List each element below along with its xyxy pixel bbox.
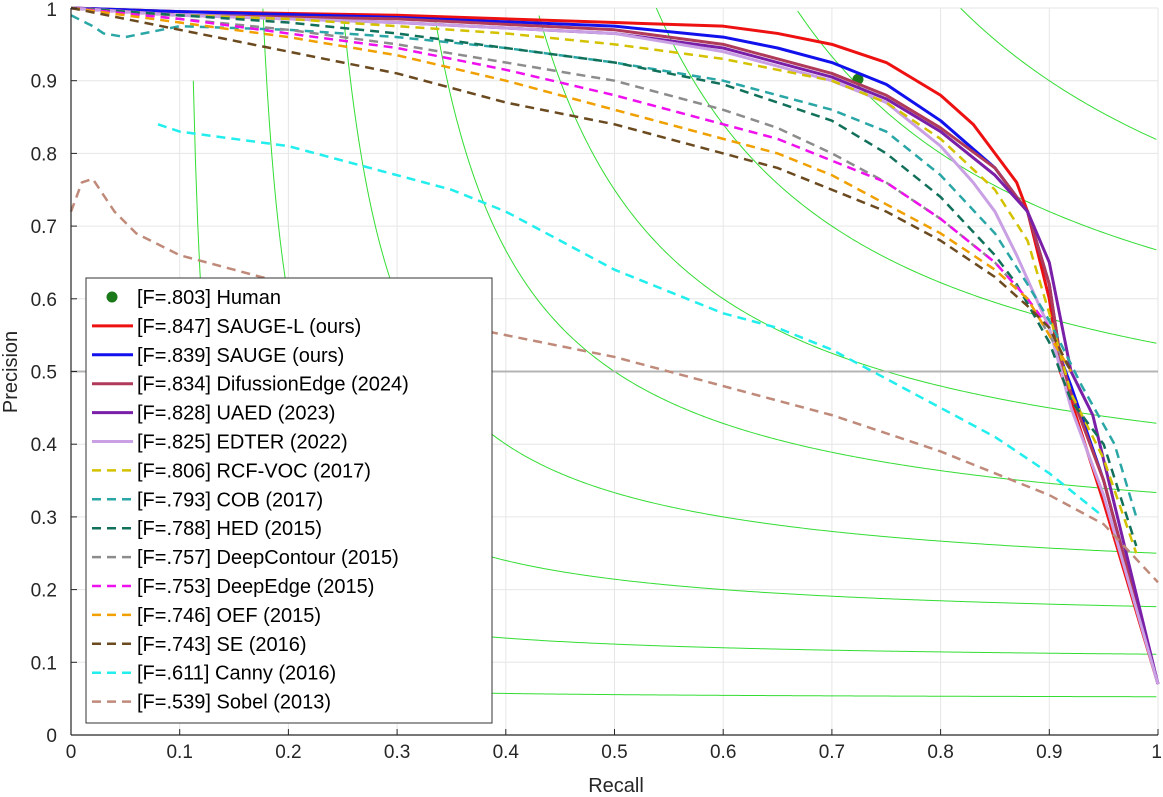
y-tick-label-7: 0.7	[31, 217, 57, 238]
x-axis-title: Recall	[588, 775, 644, 797]
legend-label-9: [F=.757] DeepContour (2015)	[137, 547, 399, 569]
legend-label-13: [F=.611] Canny (2016)	[137, 663, 336, 685]
y-tick-label-6: 0.6	[31, 290, 57, 311]
x-tick-label-0: 0	[66, 742, 77, 763]
iso-f-curve-6	[655, 7, 1157, 344]
legend-label-6: [F=.806] RCF-VOC (2017)	[137, 460, 371, 482]
x-tick-label-5: 0.5	[601, 742, 627, 763]
tick-labels: 0 0.1 0.2 0.3 0.4 0.5 0.6 0.7 0.8 0.9 1 0 0.1 0.2 0.3 0…	[31, 0, 1162, 763]
legend-label-14: [F=.539] Sobel (2013)	[137, 692, 331, 714]
series-group	[69, 6, 1160, 685]
y-tick-label-1: 0.1	[31, 653, 57, 674]
series-line-12	[70, 6, 1073, 373]
legend-label-8: [F=.788] HED (2015)	[137, 518, 322, 540]
series-line-9	[70, 6, 1073, 373]
y-axis-title: Precision	[0, 331, 22, 413]
x-tick-label-2: 0.2	[275, 742, 301, 763]
legend-label-0: [F=.803] Human	[137, 287, 281, 309]
x-tick-label-9: 0.9	[1036, 742, 1062, 763]
y-tick-label-2: 0.2	[31, 581, 57, 602]
y-tick-label-0: 0	[46, 726, 57, 747]
series-line-10	[70, 6, 1051, 329]
x-tick-label-6: 0.6	[710, 742, 736, 763]
y-tick-label-8: 0.8	[31, 144, 57, 165]
y-tick-label-3: 0.3	[31, 508, 57, 529]
legend: [F=.803] Human [F=.847] SAUGE-L (ours) [F=…	[85, 277, 493, 724]
series-line-8	[70, 6, 1138, 547]
x-tick-label-7: 0.7	[819, 742, 845, 763]
x-tick-label-3: 0.3	[384, 742, 410, 763]
series-line-13	[157, 123, 1105, 518]
x-tick-label-4: 0.4	[493, 742, 520, 763]
x-tick-label-10: 1	[1151, 742, 1162, 763]
iso-f-curve-5	[538, 15, 1157, 424]
y-tick-label-5: 0.5	[31, 363, 57, 384]
legend-label-5: [F=.825] EDTER (2022)	[137, 432, 348, 454]
legend-label-3: [F=.834] DifussionEdge (2024)	[137, 374, 409, 396]
legend-label-2: [F=.839] SAUGE (ours)	[137, 345, 344, 367]
series-line-11	[70, 6, 1073, 373]
iso-f-curve-8	[960, 7, 1157, 140]
legend-label-4: [F=.828] UAED (2023)	[137, 403, 335, 425]
legend-box	[85, 277, 493, 724]
series-line-7	[70, 14, 1138, 518]
axes	[70, 7, 1159, 736]
x-tick-label-1: 0.1	[166, 742, 192, 763]
y-tick-label-9: 0.9	[31, 72, 57, 93]
x-tick-label-8: 0.8	[927, 742, 953, 763]
legend-label-12: [F=.743] SE (2016)	[137, 634, 307, 656]
legend-label-10: [F=.753] DeepEdge (2015)	[137, 576, 374, 598]
legend-label-11: [F=.746] OEF (2015)	[137, 605, 321, 627]
y-tick-label-10: 1	[46, 0, 57, 21]
series-line-14	[69, 177, 1159, 584]
iso-f-curve-4	[434, 15, 1157, 494]
legend-marker-human	[106, 291, 118, 303]
y-tick-label-4: 0.4	[31, 435, 58, 456]
legend-label-7: [F=.793] COB (2017)	[137, 489, 323, 511]
legend-label-1: [F=.847] SAUGE-L (ours)	[137, 316, 361, 338]
